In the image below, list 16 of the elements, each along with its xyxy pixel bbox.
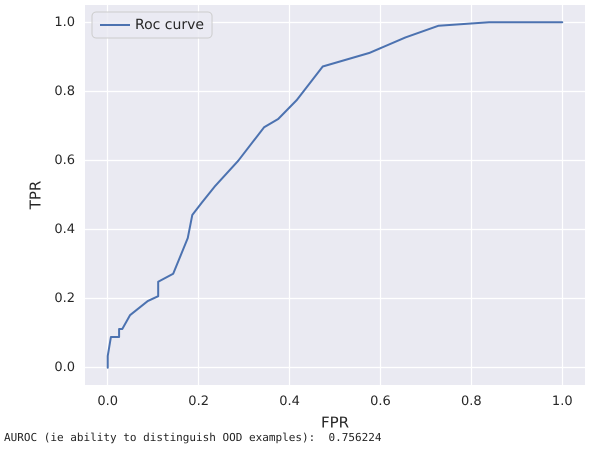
- y-tick-label: 0.4: [54, 222, 75, 238]
- y-tick-label: 1.0: [54, 14, 75, 30]
- x-tick-label: 0.8: [461, 394, 482, 409]
- y-tick-label: 0.6: [54, 152, 75, 168]
- y-tick-label: 0.0: [54, 360, 75, 376]
- y-axis-title: TPR: [26, 180, 44, 210]
- y-tick-label: 0.2: [54, 291, 75, 306]
- x-tick-label: 0.2: [188, 394, 209, 409]
- y-tick-label: 0.8: [54, 84, 75, 99]
- x-axis-title: FPR: [320, 414, 350, 432]
- x-tick-label: 0.6: [370, 394, 391, 409]
- text: AUROC (ie ability to distinguish OOD examples): 0.756224: [4, 431, 382, 444]
- x-tick-label: 0.4: [279, 394, 300, 409]
- legend-label: Roc curve: [135, 17, 204, 33]
- x-tick-label: 0.0: [97, 394, 118, 409]
- x-tick-label: 1.0: [552, 394, 573, 409]
